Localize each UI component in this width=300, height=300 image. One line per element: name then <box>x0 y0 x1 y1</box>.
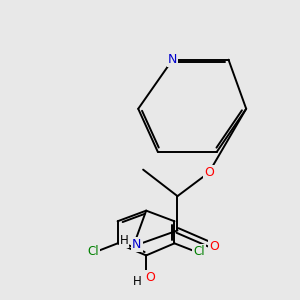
Text: O: O <box>209 240 219 253</box>
Text: Cl: Cl <box>87 245 99 258</box>
Text: N: N <box>168 53 177 66</box>
Text: O: O <box>145 271 154 284</box>
Text: H: H <box>119 234 128 248</box>
Text: O: O <box>204 166 214 179</box>
Text: H: H <box>132 275 141 288</box>
Text: Cl: Cl <box>194 245 205 258</box>
Text: N: N <box>132 238 142 251</box>
